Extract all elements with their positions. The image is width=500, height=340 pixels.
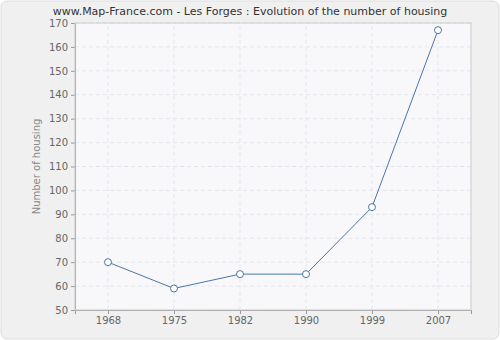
point (105, 259, 112, 266)
tick-mark (240, 310, 241, 314)
tick-mark (71, 310, 75, 311)
grid-line (75, 166, 471, 167)
point (435, 27, 442, 34)
line (108, 30, 438, 288)
grid-line (75, 238, 471, 239)
y-axis: 50 60 70 80 90 100 110 120 130 140 150 160 170 (49, 18, 76, 316)
axis-line (76, 311, 472, 315)
tick-label: 130 (49, 113, 68, 124)
grid-line (75, 142, 471, 143)
tick-mark (71, 262, 75, 263)
background (1, 1, 499, 339)
grid-line (75, 262, 471, 263)
x-tick: 1968 (96, 310, 121, 326)
tick-mark (71, 286, 75, 287)
grid-line (75, 286, 471, 287)
tick-label: 1982 (228, 315, 253, 326)
tick-mark (71, 167, 75, 168)
tick-label: 90 (55, 209, 68, 220)
y-tick: 50 (55, 305, 75, 316)
tick-mark (372, 310, 373, 314)
tick-label: 120 (49, 137, 68, 148)
grid-line (372, 23, 373, 310)
y-tick: 80 (55, 233, 75, 244)
x-tick: 1982 (228, 310, 253, 326)
tick-mark (71, 119, 75, 120)
y-tick: 70 (55, 257, 75, 268)
tick-label: 110 (49, 161, 68, 172)
tick-label: 1975 (162, 315, 187, 326)
grid-line (75, 46, 471, 47)
x-tick: 1999 (360, 310, 385, 326)
tick-label: 60 (55, 281, 68, 292)
y-axis-title: Number of housing (31, 119, 42, 215)
tick-mark (174, 310, 175, 314)
tick-label: 2007 (426, 315, 451, 326)
y-tick: 130 (49, 113, 75, 124)
tick-label: 150 (49, 66, 68, 77)
point (237, 271, 244, 278)
grid (75, 23, 471, 310)
y-tick: 140 (49, 89, 75, 100)
tick-mark (71, 214, 75, 215)
y-tick: 120 (49, 137, 75, 148)
tick-mark (71, 238, 75, 239)
series (105, 27, 442, 292)
tick-mark (71, 95, 75, 96)
tick-label: 160 (49, 42, 68, 53)
tick-label: 70 (55, 257, 68, 268)
y-tick: 90 (55, 209, 75, 220)
tick-label: 100 (49, 185, 68, 196)
tick-label: 50 (55, 305, 68, 316)
y-tick: 170 (49, 18, 75, 29)
point (171, 285, 178, 292)
tick-mark (71, 143, 75, 144)
x-axis: 1968 1975 1982 1990 1999 2007 (76, 310, 472, 326)
grid-line (75, 214, 471, 215)
grid-line (75, 118, 471, 119)
grid-line (240, 23, 241, 310)
tick-mark (71, 71, 75, 72)
title: www.Map-France.com - Les Forges : Evolut… (53, 5, 448, 18)
tick-mark (438, 310, 439, 314)
x-tick: 1990 (294, 310, 319, 326)
tick-label: 1968 (96, 315, 121, 326)
point (369, 204, 376, 211)
y-tick: 110 (49, 161, 75, 172)
tick-mark (108, 310, 109, 314)
tick-label: 170 (49, 18, 68, 29)
tick-label: 140 (49, 89, 68, 100)
grid-line (75, 190, 471, 191)
tick-label: 80 (55, 233, 68, 244)
y-tick: 60 (55, 281, 75, 292)
tick-label: 1999 (360, 315, 385, 326)
point (303, 271, 310, 278)
grid-line (438, 23, 439, 310)
grid-line (306, 23, 307, 310)
y-tick: 150 (49, 66, 75, 77)
x-tick: 1975 (162, 310, 187, 326)
tick-mark (71, 23, 75, 24)
grid-line (108, 23, 109, 310)
tick-mark (71, 47, 75, 48)
tick-mark (306, 310, 307, 314)
grid-line (75, 70, 471, 71)
tick-mark (71, 190, 75, 191)
chart: 5060708090100110120130140150160170196819… (0, 0, 500, 340)
y-tick: 100 (49, 185, 75, 196)
plot-area (75, 23, 471, 310)
y-tick: 160 (49, 42, 75, 53)
grid-line (174, 23, 175, 310)
x-tick: 2007 (426, 310, 451, 326)
tick-label: 1990 (294, 315, 319, 326)
grid-line (75, 94, 471, 95)
plot-frame (75, 23, 471, 310)
